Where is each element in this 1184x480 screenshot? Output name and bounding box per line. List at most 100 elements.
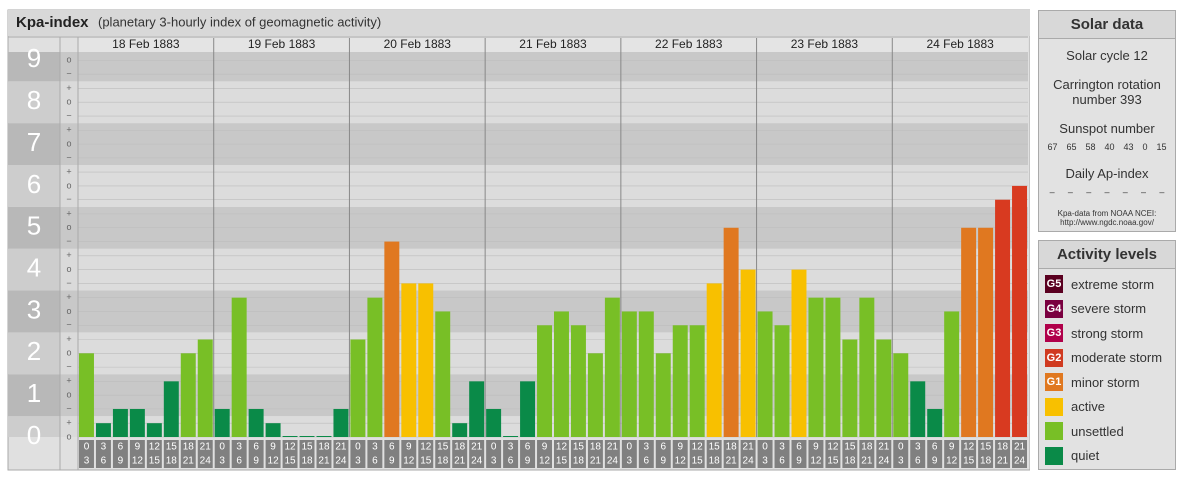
x-tick-label: 6 (389, 442, 395, 453)
y-tick-label: 8 (27, 85, 41, 115)
x-tick-box (129, 440, 145, 468)
y-tick-label: 0 (27, 420, 41, 450)
sunspot-value: 58 (1085, 142, 1096, 152)
bar (435, 311, 451, 437)
x-tick-label: 15 (556, 456, 568, 467)
x-tick-label: 9 (660, 456, 666, 467)
x-tick-label: 15 (437, 442, 449, 453)
band (8, 332, 60, 375)
x-tick-label: 6 (101, 456, 107, 467)
bar (95, 423, 111, 437)
legend-swatch: G1 (1045, 373, 1063, 392)
x-tick-label: 21 (454, 456, 466, 467)
bar (282, 436, 298, 437)
day-header-bg (78, 38, 214, 52)
x-tick-label: 0 (355, 442, 361, 453)
x-tick-label: 3 (355, 456, 361, 467)
x-tick-label: 12 (420, 442, 432, 453)
bar (248, 408, 264, 437)
y-subtick-label: − (66, 278, 71, 288)
x-tick-label: 18 (437, 456, 449, 467)
y-subtick-label: o (66, 390, 71, 400)
day-header-bg (485, 38, 621, 52)
x-tick-box (435, 440, 451, 468)
x-tick-box (384, 440, 400, 468)
legend-swatch (1045, 422, 1063, 441)
x-tick-label: 3 (627, 456, 633, 467)
day-header-bg (892, 38, 1028, 52)
x-tick-label: 15 (284, 456, 296, 467)
bar (401, 283, 417, 437)
y-subtick-label: o (66, 222, 71, 232)
x-tick-box (316, 440, 332, 468)
x-tick-label: 21 (997, 456, 1009, 467)
solar-cycle: Solar cycle 12 (1066, 48, 1148, 63)
legend-code: G5 (1046, 278, 1062, 291)
bar (791, 269, 807, 437)
x-tick-label: 18 (318, 442, 330, 453)
band (8, 81, 60, 124)
x-tick-label: 24 (471, 456, 483, 467)
x-tick-label: 18 (844, 456, 856, 467)
ap-value: – (1122, 187, 1128, 197)
x-tick-label: 3 (644, 442, 650, 453)
legend-label: severe storm (1071, 301, 1147, 317)
x-tick-label: 6 (932, 442, 938, 453)
x-tick-label: 9 (135, 442, 141, 453)
bar (757, 311, 773, 437)
band (8, 164, 60, 207)
y-tick-label: 5 (27, 211, 41, 241)
solar-panel: Solar data Solar cycle 12 Carrington rot… (1038, 10, 1176, 232)
y-subtick-label: + (66, 376, 71, 386)
x-tick-label: 18 (861, 442, 873, 453)
ap-value: – (1104, 187, 1110, 197)
bar (723, 227, 739, 437)
x-tick-label: 24 (200, 456, 212, 467)
x-tick-label: 0 (898, 442, 904, 453)
x-tick-box (927, 440, 943, 468)
x-tick-box (910, 440, 926, 468)
band (60, 374, 78, 417)
x-tick-box (893, 440, 909, 468)
chart-subtitle: (planetary 3-hourly index of geomagnetic… (98, 14, 381, 29)
day-label: 23 Feb 1883 (791, 37, 859, 51)
x-tick-box (231, 440, 247, 468)
bar (621, 311, 637, 437)
sunspot-value: 65 (1066, 142, 1077, 152)
legend-item: G1 minor storm (1045, 373, 1175, 392)
x-tick-box (248, 440, 264, 468)
x-tick-label: 6 (508, 456, 514, 467)
y-subtick-label: − (66, 152, 71, 162)
bar (197, 339, 213, 437)
x-tick-box (706, 440, 722, 468)
x-tick-label: 15 (149, 456, 161, 467)
x-tick-label: 12 (675, 456, 687, 467)
x-tick-label: 9 (389, 456, 395, 467)
bar (859, 297, 875, 437)
y-subtick-label: − (66, 194, 71, 204)
x-tick-box (757, 440, 773, 468)
bar (706, 283, 722, 437)
x-tick-box (418, 440, 434, 468)
x-tick-box (1012, 440, 1027, 468)
x-tick-label: 12 (946, 456, 958, 467)
bar (129, 408, 145, 437)
ap-value: – (1159, 187, 1165, 197)
x-tick-label: 6 (236, 456, 242, 467)
chart-title: Kpa-index (16, 14, 89, 31)
y-subtick-label: − (66, 110, 71, 120)
bar (112, 408, 128, 437)
x-tick-box (604, 440, 620, 468)
legend-label: unsettled (1071, 423, 1124, 439)
x-tick-box (163, 440, 179, 468)
y-subtick-label: + (66, 418, 71, 428)
legend-label: moderate storm (1071, 350, 1163, 366)
x-tick-label: 15 (301, 442, 313, 453)
legend-swatch: G5 (1045, 275, 1063, 294)
x-tick-box (978, 440, 994, 468)
x-tick-box (672, 440, 688, 468)
bar (961, 227, 977, 437)
x-tick-label: 3 (491, 456, 497, 467)
x-tick-label: 6 (525, 442, 531, 453)
y-subtick-label: o (66, 97, 71, 107)
